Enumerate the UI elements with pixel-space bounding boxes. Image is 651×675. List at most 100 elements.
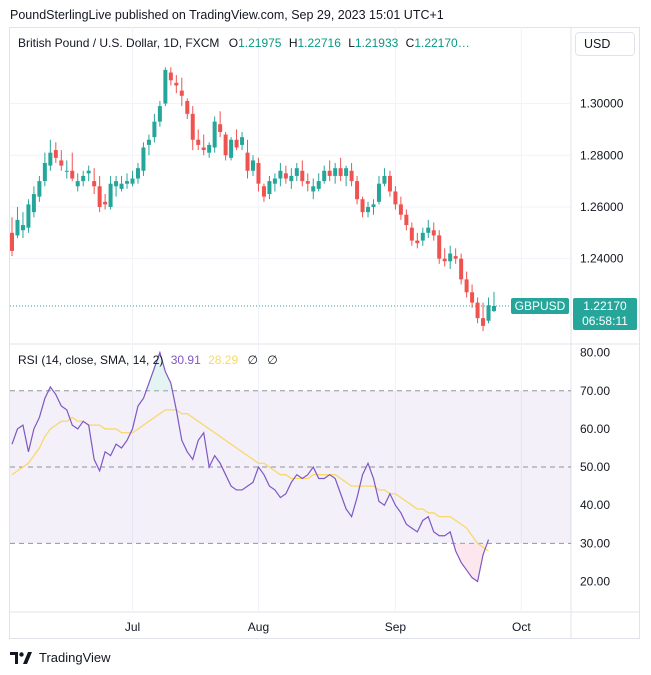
high-label: H [288,36,298,50]
candle [229,137,234,161]
candle-body [393,191,398,205]
currency-button[interactable]: USD [575,32,635,56]
candle [70,152,75,182]
x-tick-label: Jul [125,620,140,634]
candle [26,199,31,233]
candle [114,175,119,197]
candle [426,219,431,238]
candle-body [278,170,283,179]
candle-body [349,170,354,182]
chart-frame [9,27,640,639]
candle [470,284,475,308]
candle [92,168,97,195]
candle [48,139,53,171]
rsi-value: 30.91 [170,353,201,367]
candle [387,170,392,197]
candle-body [404,214,409,226]
badge-symbol: GBPUSD [515,299,566,313]
candle [190,106,195,151]
candle [333,163,338,184]
candle [10,217,14,257]
high-value: 1.22716 [297,36,341,50]
footer[interactable]: TradingView [10,650,111,665]
candle-body [163,69,168,104]
open-label: O [228,36,239,50]
candle-body [114,181,119,187]
grid-layer [10,27,640,639]
candle [398,196,403,220]
candle-body [174,82,179,86]
candle [300,160,305,187]
rsi-tick-label: 80.00 [580,346,610,360]
candle [157,100,162,127]
candle-body [481,318,486,326]
candle [42,152,47,187]
candle-body [251,160,255,171]
candle [464,271,469,298]
rsi-tick-label: 50.00 [580,460,610,474]
candle-body [70,170,75,179]
badge-price-box [573,297,637,330]
candle-body [415,240,420,244]
close-label: C [405,36,415,50]
candle-body [190,113,195,140]
candle [431,222,436,241]
candle-body [146,139,151,145]
candle-body [431,230,436,236]
candle [376,175,381,205]
candle [15,206,20,238]
candle [245,139,250,179]
candle [393,186,398,210]
candle [289,168,294,189]
candle [360,196,365,218]
candle [103,194,108,210]
candle-body [294,168,299,176]
low-label: L [348,36,355,50]
candle-body [448,253,453,262]
candle-body [387,175,392,192]
candle-body [59,160,64,166]
rsi-legend[interactable]: RSI (14, close, SMA, 14, 2) 30.91 28.29 … [18,353,278,367]
candle [442,248,447,267]
candle [163,67,168,107]
candle [179,77,184,107]
candle [207,142,212,158]
candle [311,178,316,200]
candle-body [103,201,108,205]
candle-body [179,90,184,96]
candle [415,232,420,249]
footer-brand: TradingView [39,650,111,665]
candle-body [64,170,69,172]
candle [97,175,102,213]
candle [272,173,277,192]
candle-body [333,168,338,176]
candle [294,163,299,182]
candle-body [81,175,86,182]
candle-body [344,168,349,176]
candle [81,170,86,187]
rsi-overbought-fill [146,352,174,391]
publisher-line: PoundSterlingLive published on TradingVi… [10,8,444,22]
candle-body [42,163,47,182]
candle-body [157,106,162,122]
rsi-na-1: ∅ [247,353,258,367]
candle [146,134,151,156]
candle [196,129,201,151]
candle-body [152,121,157,138]
candle [212,116,217,153]
candle [108,175,113,210]
candle-body [338,168,343,176]
candle [135,163,140,184]
candle [267,175,272,200]
symbol-legend[interactable]: British Pound / U.S. Dollar, 1D, FXCM O1… [18,36,470,50]
candle-body [196,139,201,145]
candle [355,175,360,205]
candle [185,98,190,120]
candle [37,175,42,202]
badge-price: 1.22170 [583,299,627,313]
candle-body [31,194,36,213]
candle-body [218,124,223,132]
candle [130,170,135,187]
candle-body [10,232,14,251]
